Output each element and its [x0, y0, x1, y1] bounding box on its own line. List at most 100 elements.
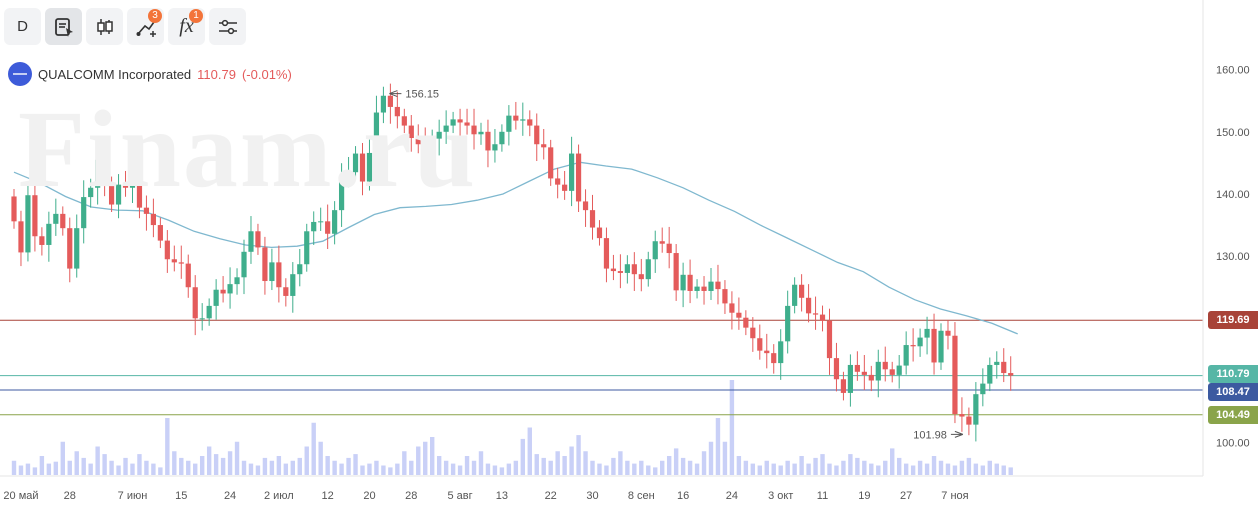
candle-body: [359, 153, 366, 182]
volume-bar: [402, 451, 407, 475]
candle: [192, 275, 198, 336]
volume-bar: [527, 427, 532, 475]
candle: [318, 207, 324, 231]
volume-bar: [186, 460, 191, 475]
volume-bar: [736, 456, 742, 475]
candle: [60, 206, 66, 236]
functions-button[interactable]: fx 1: [168, 8, 205, 45]
candle-body: [952, 335, 958, 415]
volume-bar: [576, 435, 581, 475]
candle: [283, 278, 289, 307]
candle-body: [736, 312, 742, 318]
price-axis[interactable]: 160.00 150.00 140.00 130.00 100.00: [1202, 0, 1250, 476]
candle: [513, 101, 519, 130]
volume-bar: [416, 446, 421, 475]
x-tick-label: 20 май: [3, 490, 38, 502]
candle-body: [150, 213, 156, 226]
indicators-button[interactable]: 3: [127, 8, 164, 45]
x-tick-label: 30: [586, 490, 598, 502]
candle: [924, 316, 930, 355]
candle-body: [959, 414, 965, 417]
volume-bar: [102, 454, 107, 475]
candle-body: [171, 259, 177, 263]
candle: [492, 129, 498, 163]
candle-body: [311, 221, 317, 232]
time-axis[interactable]: 20 май 28 7 июн 15 24 2 июл 12 20 28 5 авг 13 22 30 8…: [0, 475, 1203, 502]
candle-body: [924, 328, 930, 338]
candle: [722, 280, 728, 314]
candle: [185, 254, 191, 298]
candle-style-button[interactable]: [86, 8, 123, 45]
x-tick-label: 7 июн: [118, 490, 148, 502]
candle-body: [994, 361, 1000, 365]
candle: [659, 227, 665, 253]
candle-body: [192, 287, 198, 319]
volume-bar: [660, 460, 665, 475]
volume-bar: [360, 465, 365, 475]
candle: [938, 323, 944, 370]
candle-body: [11, 196, 17, 222]
candle-body: [569, 153, 575, 191]
candle: [408, 115, 414, 152]
volume-bar: [492, 465, 498, 475]
cursor-tool-button[interactable]: [45, 8, 82, 45]
volume-bar: [743, 460, 749, 475]
settings-button[interactable]: [209, 8, 246, 45]
candle: [394, 91, 400, 129]
candle: [297, 249, 303, 287]
volume-bar: [869, 463, 874, 475]
volume-bar: [625, 460, 630, 475]
x-tick-label: 2 июл: [264, 490, 294, 502]
candle-body: [792, 284, 798, 306]
volume-bar: [792, 463, 797, 475]
volume-bar: [632, 463, 637, 475]
candle: [764, 333, 770, 369]
y-tick-label: 100.00: [1216, 438, 1250, 450]
candle: [520, 102, 526, 136]
candle-body: [652, 241, 658, 260]
candle-body: [143, 207, 150, 214]
candle: [387, 83, 393, 124]
volume-bar: [220, 457, 226, 475]
volume-bar: [165, 418, 170, 475]
candle: [708, 267, 714, 300]
candle: [896, 355, 902, 389]
candle: [157, 217, 163, 249]
candlestick-icon: [96, 18, 113, 35]
instrument-name[interactable]: QUALCOMM Incorporated: [38, 66, 192, 82]
candle: [39, 227, 45, 256]
candle: [220, 276, 226, 303]
candle-body: [227, 284, 233, 294]
candle: [555, 167, 561, 199]
candle-body: [757, 338, 763, 351]
x-tick-label: 5 авг: [448, 490, 473, 502]
candle-body: [108, 184, 115, 205]
volume-bar: [604, 465, 609, 475]
volume-bar: [158, 467, 163, 475]
volume-bar: [81, 457, 86, 475]
candle-body: [617, 271, 623, 273]
candle: [582, 189, 589, 227]
volume-bar: [883, 460, 888, 475]
candle-body: [157, 225, 163, 241]
volume-bar: [715, 418, 721, 475]
volume-bar: [806, 463, 811, 475]
candle: [366, 139, 373, 191]
candle-body: [408, 125, 414, 139]
volume-bar: [123, 457, 128, 475]
candle-body: [534, 125, 540, 145]
candle: [450, 111, 456, 134]
candle: [95, 147, 101, 205]
x-tick-label: 22: [545, 490, 557, 502]
candle-body: [443, 125, 449, 132]
candle-body: [185, 263, 191, 288]
candle: [199, 303, 205, 331]
volume-bar: [32, 467, 38, 475]
price-level-lines: [0, 319, 1203, 416]
candle-body: [290, 274, 296, 296]
volume-bar: [701, 451, 707, 475]
candle: [269, 248, 275, 291]
candle: [129, 158, 136, 203]
interval-button[interactable]: D: [4, 8, 41, 45]
